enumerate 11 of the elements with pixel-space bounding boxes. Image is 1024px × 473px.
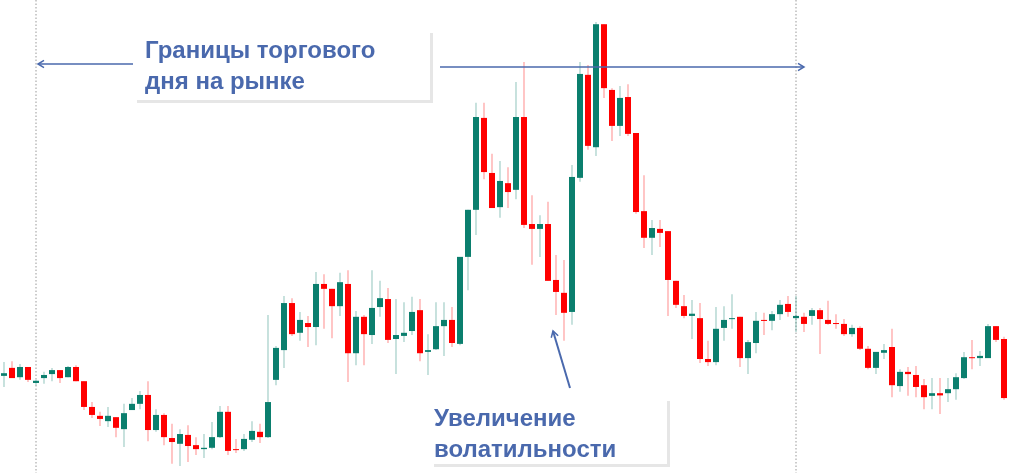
annotation: Границы торгового дня на рынке	[145, 36, 376, 94]
candlestick	[49, 367, 55, 382]
candlestick	[97, 411, 103, 427]
candlestick	[833, 313, 839, 330]
candlestick	[977, 350, 983, 367]
candlestick	[881, 343, 887, 360]
annotation: Увеличение волатильности	[434, 404, 617, 462]
candlestick	[233, 438, 239, 454]
candlestick	[193, 436, 199, 456]
candlestick	[41, 371, 47, 385]
candlestick	[809, 307, 815, 326]
